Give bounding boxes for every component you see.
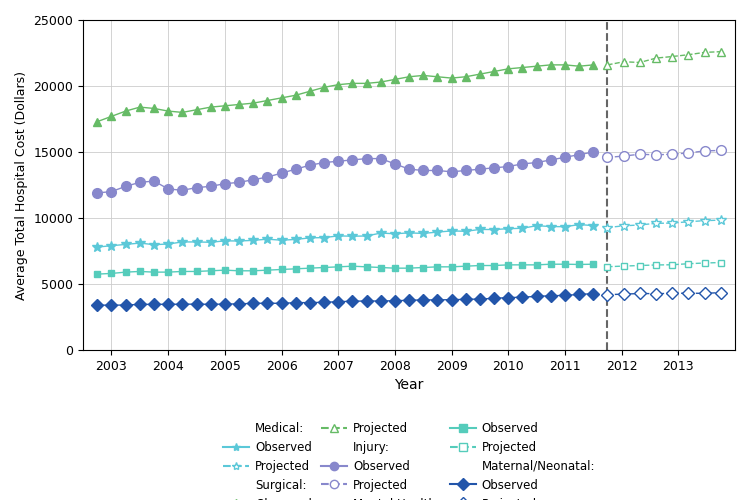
X-axis label: Year: Year [394,378,424,392]
Y-axis label: Average Total Hospital Cost (Dollars): Average Total Hospital Cost (Dollars) [15,70,28,300]
Legend: Medical:, Observed, Projected, Surgical:, Observed, Projected, Injury:, Observed: Medical:, Observed, Projected, Surgical:… [224,422,595,500]
